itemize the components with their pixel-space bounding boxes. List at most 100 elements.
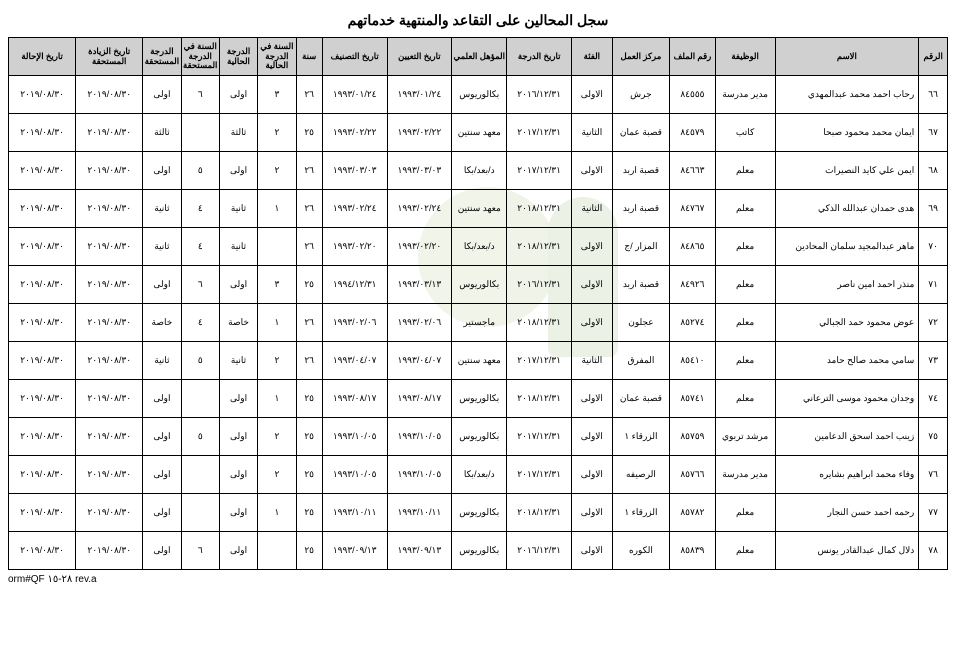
cell-name: وجدان محمود موسى الترعاني — [775, 380, 919, 418]
cell-degcur: اولى — [219, 380, 257, 418]
cell-ydue: ٦ — [181, 532, 219, 570]
table-header-row: الرقم الاسم الوظيفة رقم الملف مركز العمل… — [9, 38, 948, 76]
cell-file: ٨٥٤١٠ — [670, 342, 716, 380]
cell-seq: ٧٦ — [919, 456, 948, 494]
table-row: ٧٦وفاء محمد ابراهيم بشايرهمدير مدرسة٨٥٧٦… — [9, 456, 948, 494]
cell-classdate: ١٩٩٣/٠٢/٢٠ — [322, 228, 387, 266]
cell-qual: بكالوريوس — [452, 418, 507, 456]
col-degree-date: تاريخ الدرجة — [507, 38, 572, 76]
cell-center: عجلون — [612, 304, 669, 342]
cell-refdate: ٢٠١٩/٠٨/٣٠ — [9, 228, 76, 266]
cell-cat: الاولى — [571, 304, 612, 342]
cell-file: ٨٥٧٥٩ — [670, 418, 716, 456]
cell-classdate: ١٩٩٣/١٠/٠٥ — [322, 418, 387, 456]
cell-center: قصبة اربد — [612, 190, 669, 228]
cell-job: معلم — [715, 494, 775, 532]
cell-seq: ٧٨ — [919, 532, 948, 570]
cell-degdate: ٢٠١٧/١٢/٣١ — [507, 418, 572, 456]
cell-year: ٢٥ — [296, 532, 322, 570]
cell-year: ٢٦ — [296, 228, 322, 266]
col-qualification: المؤهل العلمي — [452, 38, 507, 76]
cell-ydue — [181, 380, 219, 418]
table-row: ٦٨ايمن علي كايد النصيراتمعلم٨٤٦٦٣قصبة ار… — [9, 152, 948, 190]
cell-degcur: اولى — [219, 532, 257, 570]
cell-qual: ماجستير — [452, 304, 507, 342]
cell-year: ٢٥ — [296, 456, 322, 494]
cell-refdate: ٢٠١٩/٠٨/٣٠ — [9, 418, 76, 456]
cell-center: المزار /ج — [612, 228, 669, 266]
cell-degcur: ثانية — [219, 190, 257, 228]
form-footer: orm#QF ٢٨-١٥ rev.a — [8, 574, 948, 585]
cell-seq: ٧١ — [919, 266, 948, 304]
cell-center: الزرقاء ١ — [612, 494, 669, 532]
cell-degcur: ثالثة — [219, 114, 257, 152]
cell-cat: الاولى — [571, 418, 612, 456]
cell-center: قصبة اربد — [612, 266, 669, 304]
cell-name: سامي محمد صالح حامد — [775, 342, 919, 380]
table-row: ٧٠ماهر عبدالمجيد سلمان المحادينمعلم٨٤٨٦٥… — [9, 228, 948, 266]
cell-degdate: ٢٠١٧/١٢/٣١ — [507, 456, 572, 494]
col-cat: الفئة — [571, 38, 612, 76]
cell-degdate: ٢٠١٦/١٢/٣١ — [507, 76, 572, 114]
table-row: ٧٤وجدان محمود موسى الترعانيمعلم٨٥٧٤١قصبة… — [9, 380, 948, 418]
cell-name: منذر احمد امين ناصر — [775, 266, 919, 304]
cell-refdate: ٢٠١٩/٠٨/٣٠ — [9, 266, 76, 304]
cell-ydue: ٥ — [181, 342, 219, 380]
table-body: ٦٦رحاب احمد محمد عبدالمهديمدير مدرسة٨٤٥٥… — [9, 76, 948, 570]
cell-year: ٢٦ — [296, 304, 322, 342]
cell-cat: الاولى — [571, 532, 612, 570]
table-row: ٧١منذر احمد امين ناصرمعلم٨٤٩٢٦قصبة اربدا… — [9, 266, 948, 304]
cell-year: ٢٥ — [296, 266, 322, 304]
cell-classdate: ١٩٩٣/١٠/١١ — [322, 494, 387, 532]
cell-file: ٨٥٧٦٦ — [670, 456, 716, 494]
cell-ycur: ٢ — [258, 342, 296, 380]
cell-degdate: ٢٠١٦/١٢/٣١ — [507, 266, 572, 304]
cell-center: جرش — [612, 76, 669, 114]
cell-degdue: ثانية — [143, 190, 181, 228]
cell-file: ٨٤٦٦٣ — [670, 152, 716, 190]
cell-incdate: ٢٠١٩/٠٨/٣٠ — [76, 152, 143, 190]
cell-ycur: ٣ — [258, 76, 296, 114]
cell-degdate: ٢٠١٨/١٢/٣١ — [507, 304, 572, 342]
cell-ycur: ٢ — [258, 456, 296, 494]
cell-file: ٨٤٨٦٥ — [670, 228, 716, 266]
table-row: ٦٦رحاب احمد محمد عبدالمهديمدير مدرسة٨٤٥٥… — [9, 76, 948, 114]
cell-classdate: ١٩٩٣/٠٨/١٧ — [322, 380, 387, 418]
cell-incdate: ٢٠١٩/٠٨/٣٠ — [76, 418, 143, 456]
cell-center: قصبة عمان — [612, 114, 669, 152]
col-name: الاسم — [775, 38, 919, 76]
cell-degdate: ٢٠١٧/١٢/٣١ — [507, 114, 572, 152]
cell-seq: ٧٥ — [919, 418, 948, 456]
cell-incdate: ٢٠١٩/٠٨/٣٠ — [76, 456, 143, 494]
retirement-record-table: الرقم الاسم الوظيفة رقم الملف مركز العمل… — [8, 37, 948, 570]
table-row: ٧٣سامي محمد صالح حامدمعلم٨٥٤١٠المفرقالثا… — [9, 342, 948, 380]
col-referral-date: تاريخ الإحالة — [9, 38, 76, 76]
cell-job: معلم — [715, 532, 775, 570]
cell-appdate: ١٩٩٣/٠٢/٢٢ — [387, 114, 452, 152]
cell-center: الكوره — [612, 532, 669, 570]
cell-cat: الاولى — [571, 76, 612, 114]
cell-cat: الاولى — [571, 152, 612, 190]
cell-name: عوض محمود حمد الجبالي — [775, 304, 919, 342]
cell-incdate: ٢٠١٩/٠٨/٣٠ — [76, 266, 143, 304]
cell-degdue: ثانية — [143, 342, 181, 380]
cell-refdate: ٢٠١٩/٠٨/٣٠ — [9, 494, 76, 532]
cell-file: ٨٥٧٨٢ — [670, 494, 716, 532]
cell-year: ٢٦ — [296, 152, 322, 190]
cell-center: المفرق — [612, 342, 669, 380]
cell-classdate: ١٩٩٣/٠٢/٢٤ — [322, 190, 387, 228]
cell-file: ٨٤٩٢٦ — [670, 266, 716, 304]
cell-file: ٨٤٥٥٥ — [670, 76, 716, 114]
cell-degdue: اولى — [143, 76, 181, 114]
cell-qual: بكالوريوس — [452, 494, 507, 532]
cell-name: ايمن علي كايد النصيرات — [775, 152, 919, 190]
cell-refdate: ٢٠١٩/٠٨/٣٠ — [9, 342, 76, 380]
cell-cat: الاولى — [571, 380, 612, 418]
col-job: الوظيفة — [715, 38, 775, 76]
cell-degdue: اولى — [143, 532, 181, 570]
cell-center: الرصيفه — [612, 456, 669, 494]
cell-ycur: ٢ — [258, 114, 296, 152]
cell-appdate: ١٩٩٣/٠٣/٠٣ — [387, 152, 452, 190]
cell-appdate: ١٩٩٣/٠٣/١٣ — [387, 266, 452, 304]
cell-job: مدير مدرسة — [715, 456, 775, 494]
